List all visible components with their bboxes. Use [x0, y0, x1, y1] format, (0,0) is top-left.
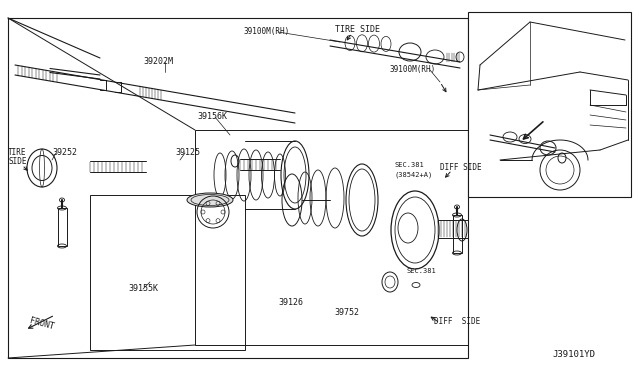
Bar — [8, 18, 468, 358]
Bar — [453, 215, 462, 253]
Text: 39100M(RH): 39100M(RH) — [243, 27, 289, 36]
Text: 39100M(RH): 39100M(RH) — [390, 65, 436, 74]
Bar — [195, 130, 468, 345]
Text: (38542+A): (38542+A) — [395, 171, 433, 177]
Text: 39125: 39125 — [175, 148, 200, 157]
Text: 39155K: 39155K — [128, 284, 158, 293]
Text: TIRE: TIRE — [8, 148, 26, 157]
Text: TIRE SIDE: TIRE SIDE — [335, 25, 380, 34]
Bar — [58, 208, 67, 246]
Text: SEC.381: SEC.381 — [407, 268, 436, 274]
Ellipse shape — [187, 193, 233, 207]
Text: 39202M: 39202M — [143, 57, 173, 66]
Text: FRONT: FRONT — [28, 316, 54, 331]
Bar — [90, 195, 245, 350]
Text: 39752: 39752 — [334, 308, 359, 317]
Text: 39156K: 39156K — [197, 112, 227, 121]
Text: DIFF  SIDE: DIFF SIDE — [434, 317, 480, 326]
Text: SEC.381: SEC.381 — [395, 162, 425, 168]
Text: DIFF SIDE: DIFF SIDE — [440, 163, 482, 172]
Text: SIDE: SIDE — [8, 157, 26, 166]
Text: 39126: 39126 — [278, 298, 303, 307]
Bar — [468, 12, 631, 197]
Text: J39101YD: J39101YD — [552, 350, 595, 359]
Text: 39252: 39252 — [52, 148, 77, 157]
